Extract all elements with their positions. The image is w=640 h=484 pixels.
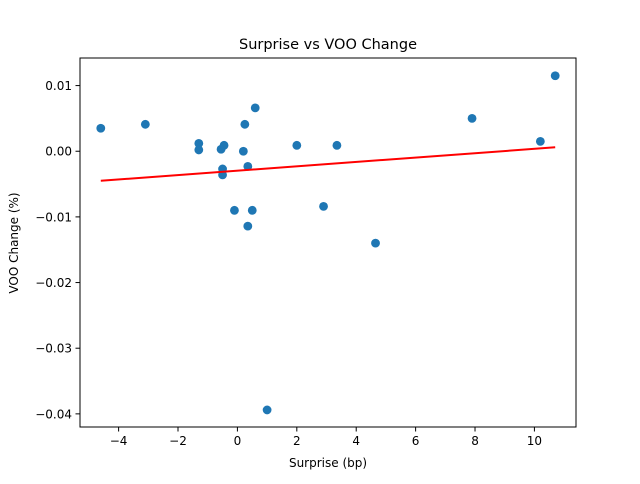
data-point-3 <box>194 145 204 155</box>
x-tick-label: −2 <box>169 434 187 448</box>
x-tick-label: 8 <box>471 434 479 448</box>
data-point-10 <box>240 119 250 129</box>
data-point-1 <box>140 119 150 129</box>
data-point-16 <box>292 140 302 150</box>
x-tick-label: 4 <box>352 434 360 448</box>
x-tick-label: −4 <box>110 434 128 448</box>
data-point-0 <box>96 123 106 133</box>
y-tick-label: −0.04 <box>35 407 72 421</box>
data-point-21 <box>535 136 545 146</box>
data-point-8 <box>230 205 239 215</box>
y-tick-label: −0.03 <box>35 342 72 356</box>
y-tick-label: −0.02 <box>35 276 72 290</box>
data-point-2 <box>194 138 204 148</box>
data-point-13 <box>247 205 257 215</box>
data-point-14 <box>250 103 260 113</box>
data-point-20 <box>467 114 477 123</box>
y-tick-label: −0.01 <box>35 210 72 224</box>
axes: −4 −2 0 2 4 6 8 10 0.01 0.00 −0.01 −0.02 −0.03 −0.04 <box>35 57 577 448</box>
data-point-12 <box>243 221 253 231</box>
plot-marks <box>96 71 560 415</box>
data-point-18 <box>332 140 342 150</box>
x-tick-label: 0 <box>234 434 242 448</box>
x-axis-label: Surprise (bp) <box>289 456 367 470</box>
x-tick-label: 6 <box>412 434 420 448</box>
data-point-19 <box>371 238 380 248</box>
y-tick-label: 0.00 <box>45 145 72 159</box>
plot-frame <box>79 57 577 428</box>
data-point-22 <box>550 71 560 81</box>
y-axis-label: VOO Change (%) <box>7 192 21 293</box>
data-point-15 <box>262 405 272 415</box>
data-point-11 <box>243 161 253 171</box>
data-point-9 <box>238 146 248 156</box>
x-tick-label: 2 <box>293 434 301 448</box>
chart-title: Surprise vs VOO Change <box>239 37 417 53</box>
trend-line <box>100 146 556 182</box>
data-point-17 <box>319 201 328 211</box>
x-tick-label: 10 <box>527 434 542 448</box>
y-tick-label: 0.01 <box>45 79 72 93</box>
data-point-5 <box>219 140 229 150</box>
